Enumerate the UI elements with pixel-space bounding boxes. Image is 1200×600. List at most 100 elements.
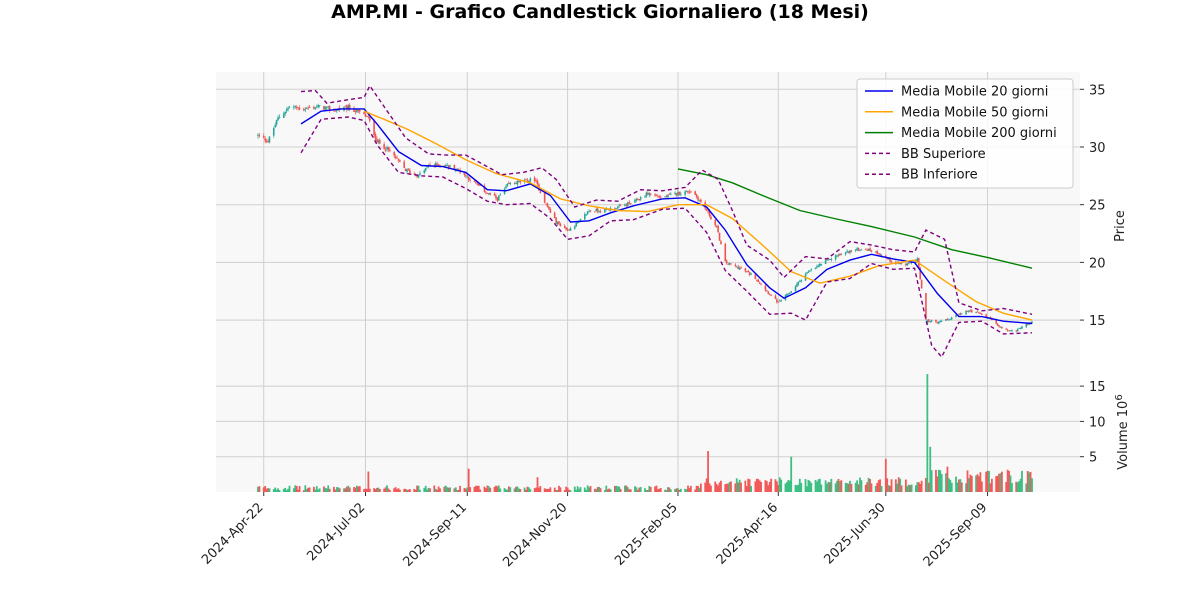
candle (317, 103, 319, 109)
volume-bar (357, 486, 360, 492)
volume-bar (800, 482, 803, 492)
volume-bar (970, 475, 973, 492)
candle (698, 199, 701, 202)
volume-bar (669, 489, 672, 492)
candle-body (820, 264, 823, 265)
volume-bar (406, 489, 408, 492)
candle-body (599, 211, 602, 213)
candle-body (857, 248, 860, 251)
volume-bar (302, 490, 305, 492)
candle-body (844, 252, 847, 255)
candle (718, 232, 721, 241)
candle (569, 226, 572, 232)
candle (354, 109, 357, 115)
volume-bar (820, 484, 823, 492)
volume-bar (457, 489, 460, 492)
candle-body (885, 255, 887, 258)
candle (740, 265, 742, 269)
candle-body (819, 263, 821, 267)
candle-body (680, 193, 682, 195)
candle-body (297, 107, 299, 109)
candle (859, 249, 861, 252)
volume-bar (817, 479, 820, 492)
candle-body (384, 149, 387, 151)
candle-body (708, 210, 711, 217)
candle-body (860, 249, 863, 251)
candle-body (659, 196, 662, 198)
candle-body (629, 203, 632, 204)
volume-bar (969, 474, 972, 492)
volume-bar (304, 485, 307, 492)
volume-bar (598, 486, 601, 492)
candle (533, 175, 536, 184)
candle-body (476, 183, 479, 185)
candle (589, 210, 592, 213)
candle-body (864, 249, 867, 250)
candle-body (916, 258, 919, 262)
candle-body (417, 174, 420, 178)
candle (536, 178, 539, 187)
candle-body (1025, 323, 1028, 327)
candle-body (1009, 330, 1012, 332)
candle-body (725, 260, 728, 264)
candle-body (1006, 329, 1009, 331)
candle-body (406, 169, 408, 172)
volume-bar (262, 487, 265, 492)
candle (516, 179, 519, 187)
candle-body (946, 319, 949, 321)
candle (834, 254, 837, 262)
candle (738, 266, 741, 270)
candle (308, 105, 311, 108)
candle-body (315, 106, 318, 108)
volume-bar (305, 488, 308, 492)
candle-body (975, 312, 977, 313)
candle (856, 246, 858, 251)
volume-bar (344, 488, 347, 492)
candle-body (313, 106, 315, 109)
volume-bar (409, 489, 411, 492)
volume-bar (899, 478, 902, 492)
candle (407, 167, 410, 171)
candle (938, 321, 940, 325)
candle-body (403, 161, 405, 168)
volume-bar (618, 486, 621, 492)
volume-bar (297, 489, 300, 492)
volume-bar (674, 489, 676, 492)
volume-tick-label: 5 (1089, 451, 1097, 466)
volume-bar (909, 485, 912, 492)
candle (850, 249, 853, 253)
volume-tick-label: 15 (1089, 380, 1106, 395)
volume-bar (804, 479, 807, 492)
candle-body (960, 313, 963, 315)
candle-body (675, 193, 678, 195)
candle (1001, 326, 1003, 329)
candle-body (830, 258, 833, 261)
volume-bar (473, 486, 476, 492)
candle (981, 312, 983, 316)
candle-body (826, 259, 828, 261)
candle (929, 320, 932, 323)
volume-bar (573, 486, 576, 492)
candle (950, 316, 953, 321)
volume-bar (509, 487, 512, 492)
candle (814, 267, 817, 270)
volume-bar (664, 489, 666, 492)
candle-body (959, 313, 962, 315)
volume-bar (605, 485, 608, 492)
candle (854, 248, 857, 253)
volume-bar (996, 475, 999, 492)
candle (639, 196, 642, 202)
candle (735, 265, 738, 268)
candle-body (1018, 327, 1020, 329)
volume-bar (1026, 470, 1029, 492)
candle-body (998, 325, 1000, 327)
volume-bar (353, 486, 355, 492)
candle-body (920, 279, 923, 289)
volume-bar (396, 489, 398, 492)
volume-bar (373, 488, 375, 492)
volume-bar (294, 485, 297, 492)
volume-bar (1005, 482, 1008, 492)
candle-body (734, 264, 737, 267)
volume-bar (433, 485, 436, 492)
candle (748, 271, 751, 277)
